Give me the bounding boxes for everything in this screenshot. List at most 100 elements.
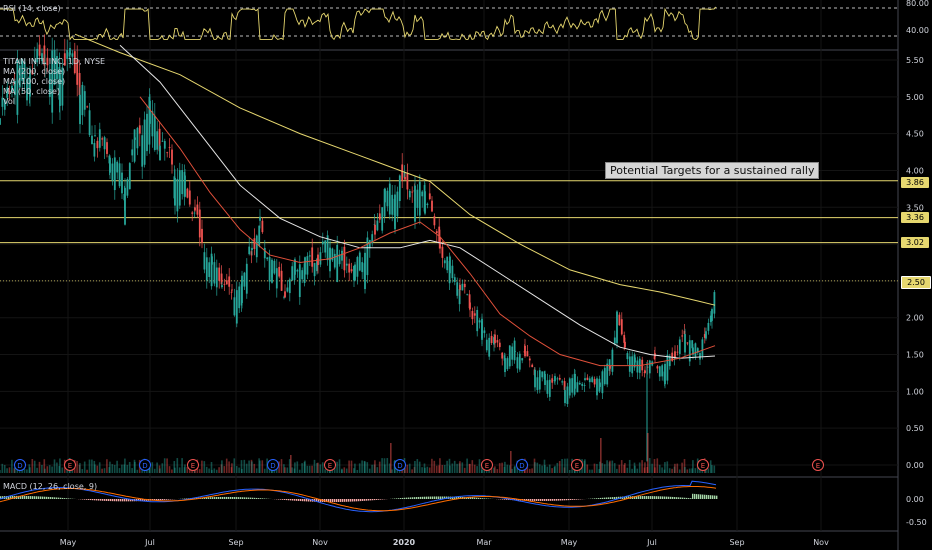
candle-body	[688, 340, 691, 362]
candle-body	[250, 251, 253, 256]
volume-bar	[53, 459, 56, 473]
targets-annotation[interactable]: Potential Targets for a sustained rally	[605, 162, 820, 179]
candle-body	[513, 340, 516, 361]
macd-histogram-bar	[318, 499, 320, 502]
volume-bar	[641, 460, 643, 473]
candle-body	[348, 263, 351, 273]
macd-histogram-bar	[362, 499, 364, 501]
macd-histogram-bar	[338, 499, 340, 502]
macd-histogram-bar	[442, 496, 444, 499]
x-tick-label: Jul	[144, 538, 155, 547]
volume-bar	[506, 464, 509, 473]
macd-histogram-bar	[334, 499, 336, 503]
volume-bar	[431, 458, 433, 473]
ma100-label: MA (100, close)	[3, 77, 66, 86]
volume-bar	[411, 469, 413, 473]
candle-body	[304, 257, 306, 275]
macd-histogram-bar	[368, 499, 370, 501]
macd-histogram-bar	[606, 497, 608, 499]
macd-histogram-bar	[284, 499, 286, 500]
candle-body	[103, 137, 106, 150]
event-marker	[187, 459, 199, 471]
volume-bar	[356, 469, 359, 473]
candle-body	[588, 378, 591, 383]
candle-body	[353, 265, 355, 281]
macd-histogram-bar	[296, 499, 298, 501]
x-tick-label: May	[60, 538, 77, 547]
volume-bar	[631, 468, 633, 473]
candle-body	[514, 351, 516, 352]
volume-bar	[181, 458, 183, 473]
volume-bar	[616, 468, 618, 473]
macd-histogram-bar	[376, 499, 378, 500]
macd-histogram-bar	[316, 499, 318, 502]
candle-body	[418, 181, 421, 216]
macd-histogram-bar	[410, 497, 412, 499]
macd-histogram-bar	[332, 499, 334, 503]
volume-bar	[501, 462, 503, 473]
volume-bar	[259, 460, 261, 473]
macd-histogram-bar	[88, 499, 90, 500]
candle-body	[699, 353, 701, 360]
candle-body	[628, 356, 631, 372]
volume-bar	[278, 461, 280, 473]
macd-histogram-bar	[30, 496, 32, 499]
volume-bar	[316, 463, 318, 473]
macd-histogram-bar	[600, 497, 602, 499]
volume-bar	[304, 460, 306, 473]
candle-body	[541, 371, 544, 378]
volume-bar	[446, 460, 448, 473]
ma-line	[139, 96, 716, 367]
candle-body	[584, 378, 586, 381]
macd-histogram-bar	[168, 499, 170, 500]
volume-bar	[103, 468, 106, 473]
candle-body	[648, 360, 651, 374]
volume-bar	[221, 460, 223, 473]
macd-histogram-bar	[204, 497, 206, 499]
candle-body	[231, 289, 233, 291]
macd-histogram-bar	[256, 497, 258, 499]
volume-bar	[586, 464, 589, 473]
volume-bar	[413, 467, 416, 473]
volume-bar	[106, 459, 108, 473]
candle-body	[581, 383, 584, 386]
y-tick-label: 1.00	[906, 387, 924, 396]
candle-body	[0, 118, 1, 125]
macd-histogram-bar	[478, 497, 480, 499]
candle-body	[624, 341, 626, 348]
event-marker-letter: E	[328, 462, 332, 470]
candle-body	[268, 256, 271, 282]
candle-body	[709, 315, 712, 323]
candle-body	[163, 141, 166, 149]
candle-body	[336, 244, 339, 282]
macd-histogram-bar	[596, 498, 598, 499]
volume-bar	[218, 467, 220, 473]
candle-body	[546, 380, 549, 394]
candle-body	[498, 342, 501, 348]
macd-histogram-bar	[402, 497, 404, 499]
macd-histogram-bar	[434, 496, 436, 499]
macd-label: MACD (12, 26, close, 9)	[3, 482, 98, 491]
candle-body	[664, 363, 666, 385]
volume-bar	[686, 469, 689, 473]
y-tick-label: 2.00	[906, 314, 924, 323]
candle-body	[41, 53, 43, 61]
event-marker-letter: D	[270, 462, 275, 470]
macd-histogram-bar	[336, 499, 338, 503]
volume-bar	[91, 459, 93, 473]
volume-bar	[373, 464, 376, 473]
volume-bar	[608, 462, 611, 473]
x-tick-label: Sep	[228, 538, 243, 547]
volume-bar	[591, 469, 593, 473]
volume-bar	[161, 463, 164, 473]
macd-histogram-bar	[40, 496, 42, 499]
volume-bar	[173, 461, 176, 473]
macd-histogram-bar	[652, 496, 654, 499]
volume-bar	[324, 469, 326, 473]
candle-body	[193, 212, 196, 214]
candle-body	[278, 266, 281, 277]
macd-histogram-bar	[34, 496, 36, 499]
candle-body	[458, 289, 461, 305]
